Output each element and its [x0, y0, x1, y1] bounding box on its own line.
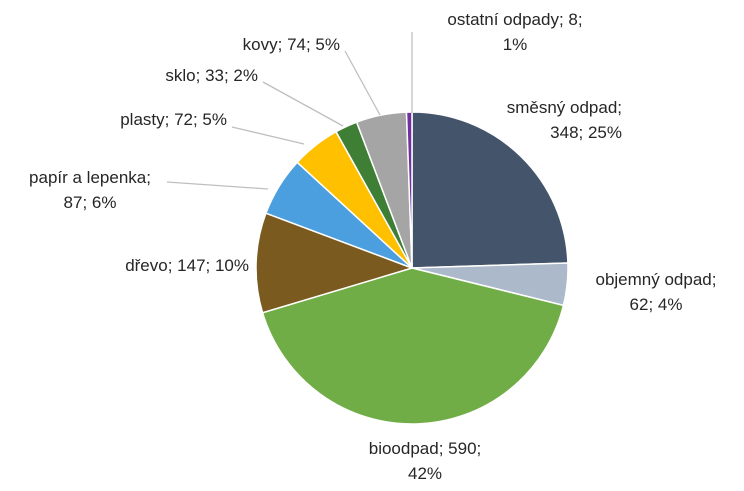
leader-line-kovy [344, 50, 381, 116]
data-label-objemny-odpad: objemný odpad; 62; 4% [596, 270, 717, 314]
data-label-papir-a-lepenka: papír a lepenka; 87; 6% [29, 168, 151, 212]
leader-lines [166, 32, 413, 190]
pie-slices [255, 111, 569, 425]
data-label-kovy: kovy; 74; 5% [243, 35, 340, 54]
pie-slice-smesny-odpad [411, 111, 569, 269]
leader-line-papir-a-lepenka [166, 181, 269, 190]
data-label-plasty: plasty; 72; 5% [120, 110, 227, 129]
pie-slice-bioodpad [261, 267, 565, 425]
leader-line-plasty [231, 126, 305, 145]
data-label-ostatni-odpady: ostatní odpady; 8; 1% [447, 10, 582, 54]
data-label-drevo: dřevo; 147; 10% [125, 256, 249, 275]
data-label-smesny-odpad: směsný odpad; 348; 25% [507, 98, 622, 142]
pie-slice-drevo [255, 212, 415, 314]
data-labels: směsný odpad; 348; 25% objemný odpad; 62; 4… [29, 10, 716, 483]
data-label-bioodpad: bioodpad; 590; 42% [369, 439, 482, 483]
leader-line-sklo [262, 81, 344, 127]
data-label-sklo: sklo; 33; 2% [165, 66, 258, 85]
